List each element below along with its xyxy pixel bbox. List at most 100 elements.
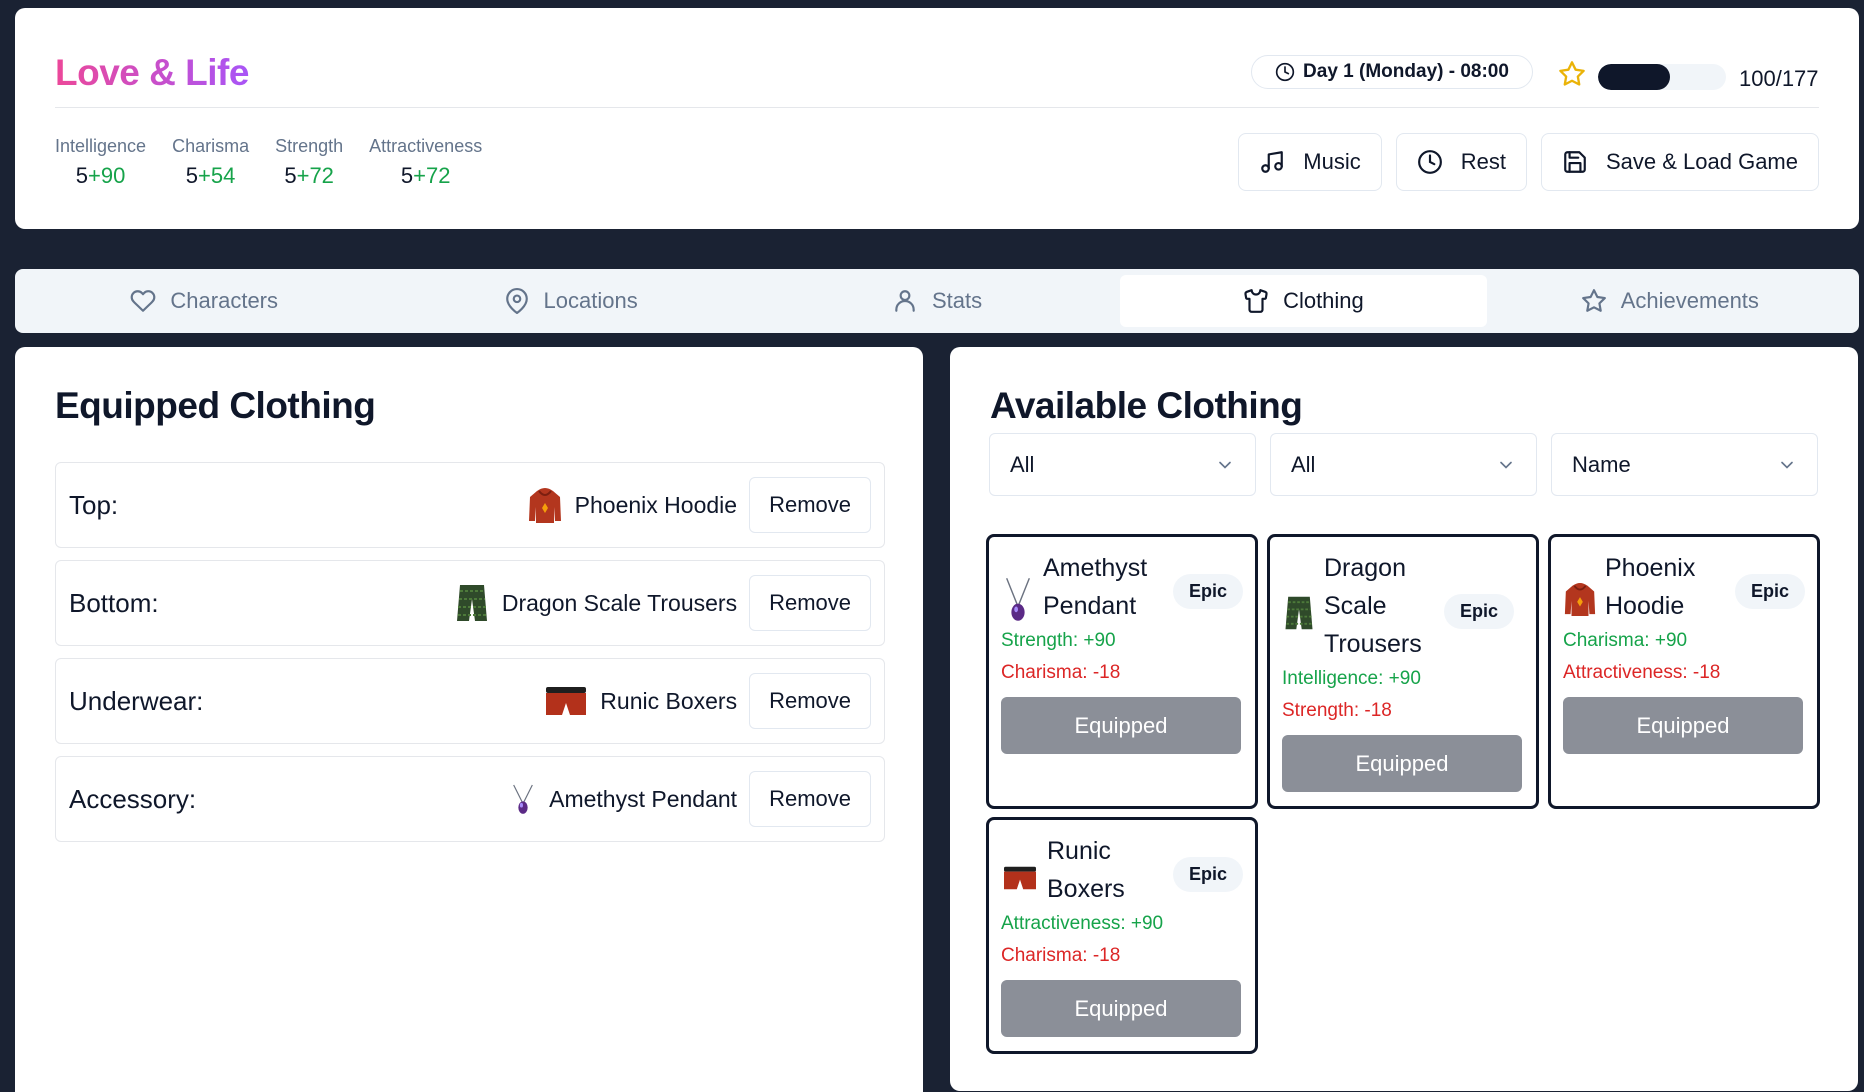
- equipped-clothing-panel: Equipped Clothing Top: Phoenix Hoodie Re…: [15, 347, 923, 1092]
- remove-button[interactable]: Remove: [749, 575, 871, 631]
- tab-locations[interactable]: Locations: [387, 275, 753, 327]
- remove-button[interactable]: Remove: [749, 673, 871, 729]
- chevron-down-icon: [1500, 461, 1512, 469]
- stat-strength: Strength 5+72: [275, 136, 343, 189]
- tab-characters[interactable]: Characters: [21, 275, 387, 327]
- clothing-card[interactable]: Dragon Scale Trousers Epic Intelligence:…: [1267, 534, 1539, 809]
- item-name: Dragon Scale Trousers: [1324, 554, 1422, 658]
- header-actions: Music Rest Save & Load Game: [1238, 133, 1819, 191]
- slot-label: Underwear:: [69, 685, 204, 716]
- stat-bonus: +72: [296, 163, 334, 188]
- stat-value: 5+72: [401, 163, 451, 189]
- card-header: Phoenix Hoodie Epic: [1563, 549, 1805, 625]
- select-value: Name: [1572, 451, 1631, 477]
- slot-item-name: Phoenix Hoodie: [574, 491, 738, 518]
- slot-item-name: Runic Boxers: [600, 687, 738, 714]
- star-icon: [1559, 61, 1585, 86]
- hoodie-icon: [1564, 582, 1596, 616]
- rarity-badge: Epic: [1172, 857, 1243, 892]
- slot-item: Phoenix Hoodie: [527, 485, 737, 525]
- user-icon: [895, 290, 915, 312]
- tab-clothing[interactable]: Clothing: [1120, 275, 1487, 327]
- energy-bar: [1598, 64, 1726, 90]
- time-badge: Day 1 (Monday) - 08:00: [1251, 55, 1533, 89]
- stat-modifier: Charisma: -18: [1001, 945, 1121, 966]
- slot-item: Runic Boxers: [544, 681, 737, 721]
- slot-label: Bottom:: [69, 587, 159, 618]
- slot-item-name: Amethyst Pendant: [549, 785, 738, 812]
- star-icon: [1581, 289, 1606, 312]
- stats-row: Intelligence 5+90 Charisma 5+54 Strength…: [55, 136, 482, 189]
- stat-intelligence: Intelligence 5+90: [55, 136, 146, 189]
- stat-modifier: Attractiveness: +90: [1001, 913, 1164, 934]
- boxers-icon: [1004, 866, 1036, 890]
- stat-bonus: +54: [198, 163, 236, 188]
- stat-bonus: +72: [413, 163, 451, 188]
- item-name: Runic Boxers: [1047, 837, 1125, 903]
- music-label: Music: [1303, 149, 1361, 174]
- sort-select[interactable]: Name: [1551, 433, 1818, 496]
- stat-modifier: Attractiveness: -18: [1563, 662, 1721, 683]
- tab-label: Characters: [170, 288, 278, 313]
- clock-icon: [1275, 62, 1295, 82]
- item-name: Phoenix Hoodie: [1605, 554, 1696, 620]
- category-filter-select[interactable]: All: [989, 433, 1256, 496]
- equipped-button[interactable]: Equipped: [1001, 980, 1241, 1037]
- remove-button[interactable]: Remove: [749, 477, 871, 533]
- rarity-badge: Epic: [1172, 574, 1243, 609]
- rarity-filter-select[interactable]: All: [1270, 433, 1537, 496]
- equipped-button[interactable]: Equipped: [1563, 697, 1803, 754]
- stat-label: Strength: [275, 136, 344, 156]
- time-label: Day 1 (Monday) - 08:00: [1303, 61, 1509, 82]
- rarity-badge: Epic: [1734, 574, 1805, 609]
- equipped-title: Equipped Clothing: [55, 385, 376, 426]
- slot-accessory: Accessory: Amethyst Pendant Remove: [55, 756, 885, 842]
- equipped-slots: Top: Phoenix Hoodie Remove Bottom: Drago…: [55, 462, 885, 854]
- pendant-icon: [513, 784, 533, 814]
- slot-underwear: Underwear: Runic Boxers Remove: [55, 658, 885, 744]
- music-button[interactable]: Music: [1238, 133, 1382, 191]
- save-load-button[interactable]: Save & Load Game: [1540, 133, 1819, 191]
- slot-bottom: Bottom: Dragon Scale Trousers Remove: [55, 560, 885, 646]
- rest-button[interactable]: Rest: [1395, 133, 1527, 191]
- slot-label: Accessory:: [69, 783, 197, 814]
- stat-modifier: Intelligence: +90: [1282, 668, 1421, 689]
- tab-stats[interactable]: Stats: [754, 275, 1120, 327]
- remove-button[interactable]: Remove: [749, 771, 871, 827]
- stat-modifier: Strength: -18: [1282, 700, 1392, 721]
- app-title: Love & Life: [55, 52, 249, 93]
- equipped-button[interactable]: Equipped: [1001, 697, 1241, 754]
- rarity-badge: Epic: [1444, 594, 1515, 629]
- energy-bar-fill: [1598, 64, 1671, 90]
- clothing-card[interactable]: Runic Boxers Epic Attractiveness: +90 Ch…: [986, 817, 1258, 1054]
- header: Love & Life Day 1 (Monday) - 08:00 100/1…: [15, 8, 1859, 229]
- slot-top: Top: Phoenix Hoodie Remove: [55, 462, 885, 548]
- energy-text: 100/177: [1739, 66, 1819, 91]
- clothing-card[interactable]: Amethyst Pendant Epic Strength: +90 Char…: [986, 534, 1258, 809]
- available-clothing-panel: Available Clothing All All Name Amethyst…: [950, 347, 1858, 1091]
- available-title: Available Clothing: [990, 385, 1303, 426]
- shirt-icon: [1244, 289, 1268, 313]
- select-value: All: [1291, 451, 1316, 477]
- map-pin-icon: [505, 288, 528, 314]
- tab-achievements[interactable]: Achievements: [1487, 275, 1853, 327]
- header-divider: [55, 107, 1819, 108]
- card-header: Amethyst Pendant Epic: [1001, 549, 1243, 625]
- stat-modifier: Strength: +90: [1001, 630, 1116, 651]
- stat-base: 5: [400, 163, 414, 188]
- select-value: All: [1010, 451, 1035, 477]
- stat-bonus: +90: [88, 163, 126, 188]
- stat-base: 5: [185, 163, 199, 188]
- stat-charisma: Charisma 5+54: [172, 136, 249, 189]
- stat-label: Intelligence: [55, 136, 147, 156]
- stat-value: 5+90: [76, 163, 126, 189]
- save-load-label: Save & Load Game: [1605, 149, 1798, 174]
- stat-value: 5+54: [186, 163, 236, 189]
- tab-label: Clothing: [1283, 288, 1364, 313]
- clothing-card[interactable]: Phoenix Hoodie Epic Charisma: +90 Attrac…: [1548, 534, 1820, 809]
- slot-item: Amethyst Pendant: [509, 779, 737, 819]
- chevron-down-icon: [1781, 461, 1793, 469]
- hoodie-icon: [528, 488, 561, 523]
- stat-base: 5: [284, 163, 297, 188]
- equipped-button[interactable]: Equipped: [1282, 735, 1522, 792]
